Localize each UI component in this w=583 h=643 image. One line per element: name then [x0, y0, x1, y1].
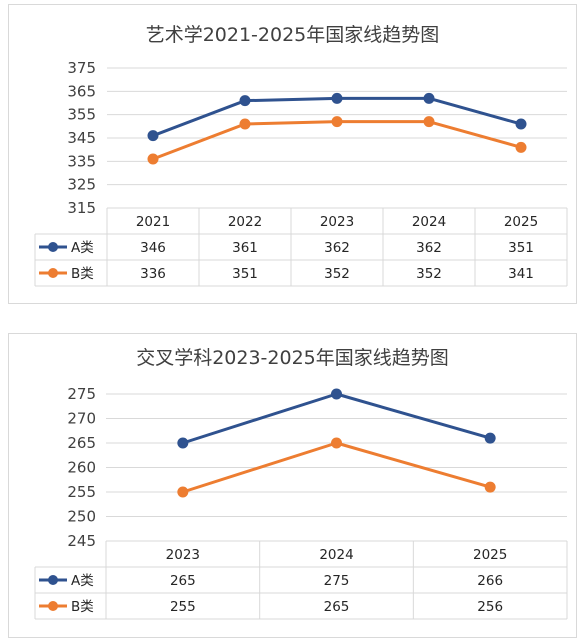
legend-key-marker — [48, 242, 58, 252]
legend-key-marker — [48, 268, 58, 278]
chart-cross-svg: 交叉学科2023-2025年国家线趋势图 275 270 265 260 255 250 2… — [34, 347, 568, 620]
data-point — [239, 95, 251, 107]
category-label: 2022 — [228, 214, 262, 230]
chart-art-svg: 艺术学2021-2025年国家线趋势图 375 365 355 345 335 325 31… — [34, 24, 568, 287]
category-label: 2025 — [504, 214, 538, 230]
y-tick-label: 245 — [67, 532, 96, 550]
y-tick-label: 345 — [67, 129, 96, 147]
chart-panel-art: 艺术学2021-2025年国家线趋势图 375 365 355 345 335 325 31… — [8, 4, 577, 304]
data-point — [331, 388, 342, 400]
data-label: 361 — [232, 240, 258, 256]
data-point — [177, 437, 189, 449]
chart-title: 交叉学科2023-2025年国家线趋势图 — [136, 347, 449, 369]
data-point — [147, 153, 159, 165]
data-point — [239, 118, 251, 130]
data-label: 341 — [508, 266, 534, 282]
data-point — [423, 116, 435, 128]
legend-label: B类 — [71, 599, 94, 615]
data-point — [331, 92, 343, 104]
data-label: 256 — [477, 599, 503, 615]
data-point — [331, 116, 343, 128]
legend-label: B类 — [71, 266, 94, 282]
data-point — [177, 486, 189, 498]
data-label: 275 — [324, 573, 350, 589]
data-point — [515, 141, 527, 153]
data-point — [515, 118, 527, 130]
data-label: 346 — [140, 240, 166, 256]
category-label: 2024 — [412, 214, 446, 230]
data-label: 266 — [477, 573, 503, 589]
category-label: 2021 — [136, 214, 170, 230]
y-tick-label: 270 — [67, 410, 96, 428]
data-label: 351 — [232, 266, 258, 282]
y-tick-label: 260 — [67, 459, 96, 477]
y-tick-label: 315 — [67, 199, 96, 217]
y-tick-label: 255 — [67, 483, 96, 501]
series-line — [152, 120, 522, 161]
data-label: 255 — [170, 599, 196, 615]
chart-title: 艺术学2021-2025年国家线趋势图 — [146, 24, 440, 46]
y-tick-label: 375 — [67, 59, 96, 77]
y-tick-label: 275 — [67, 385, 96, 403]
legend-key-marker — [48, 575, 58, 585]
data-label: 352 — [416, 266, 442, 282]
data-label: 265 — [170, 573, 196, 589]
data-point — [331, 437, 342, 449]
data-label: 362 — [416, 240, 442, 256]
category-label: 2023 — [166, 547, 200, 563]
data-point — [147, 130, 159, 142]
category-label: 2025 — [473, 547, 507, 563]
data-point — [484, 481, 496, 493]
legend-label: A类 — [71, 573, 94, 589]
data-label: 362 — [324, 240, 350, 256]
legend-label: A类 — [71, 240, 94, 256]
data-point — [484, 432, 496, 444]
y-tick-label: 325 — [67, 176, 96, 194]
data-label: 336 — [140, 266, 166, 282]
y-tick-label: 355 — [67, 106, 96, 124]
legend-key-marker — [48, 601, 58, 611]
y-tick-label: 265 — [67, 434, 96, 452]
data-label: 351 — [508, 240, 534, 256]
data-label: 352 — [324, 266, 350, 282]
y-tick-label: 250 — [67, 508, 96, 526]
category-label: 2023 — [320, 214, 354, 230]
chart-panel-cross: 交叉学科2023-2025年国家线趋势图 275 270 265 260 255 250 2… — [8, 333, 577, 638]
data-label: 265 — [324, 599, 350, 615]
y-tick-label: 335 — [67, 152, 96, 170]
category-label: 2024 — [319, 547, 353, 563]
data-point — [423, 92, 435, 104]
y-tick-label: 365 — [67, 82, 96, 100]
